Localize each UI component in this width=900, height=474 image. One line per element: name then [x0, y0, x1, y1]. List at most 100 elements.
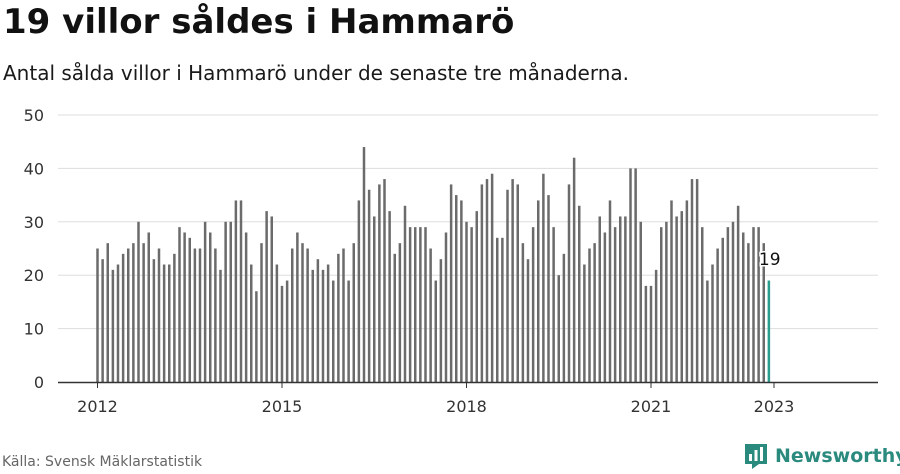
bar	[449, 184, 453, 382]
bar	[332, 280, 335, 382]
bar	[408, 227, 412, 382]
bar	[326, 264, 330, 382]
bar	[147, 232, 150, 382]
bar	[542, 173, 545, 382]
bar	[588, 248, 591, 382]
bar	[654, 269, 658, 382]
bar	[685, 200, 689, 382]
bar	[434, 280, 437, 382]
bar	[736, 205, 740, 382]
bar	[178, 227, 181, 382]
bar	[378, 184, 381, 382]
bar	[168, 264, 171, 382]
bar	[337, 253, 340, 382]
bar	[214, 248, 217, 382]
bar	[531, 227, 535, 382]
bar	[711, 264, 714, 382]
brand-logo: Newsworthy	[743, 441, 900, 471]
bar	[101, 259, 104, 382]
bar	[234, 200, 238, 382]
bar	[393, 253, 396, 382]
bar	[116, 264, 120, 382]
bar	[403, 205, 407, 382]
bar	[475, 211, 478, 382]
bar	[347, 280, 350, 382]
bar	[383, 179, 386, 382]
bar	[757, 227, 760, 382]
bar	[496, 237, 499, 382]
bar	[742, 232, 745, 382]
bar	[270, 216, 273, 382]
bar	[593, 243, 596, 382]
bar	[373, 216, 376, 382]
bar	[639, 221, 642, 382]
bar	[311, 269, 314, 382]
bar	[352, 243, 355, 382]
brand-name: Newsworthy	[775, 445, 900, 467]
bar	[111, 269, 115, 382]
bar	[275, 264, 279, 382]
bar	[398, 243, 402, 382]
newsworthy-logo-icon	[745, 444, 767, 469]
bar	[127, 248, 130, 382]
bar	[250, 264, 253, 382]
bar	[578, 205, 581, 382]
bar	[209, 232, 212, 382]
bar	[137, 221, 140, 382]
bar	[511, 179, 514, 382]
x-tick-label: 2021	[631, 397, 672, 416]
x-tick-label: 2023	[754, 397, 795, 416]
bar	[173, 253, 176, 382]
bar-chart: 0 10 20 30 40 50 2012 2015 2018 2021 2023 19	[24, 106, 878, 416]
bar	[470, 227, 473, 382]
bar	[665, 221, 668, 382]
bar	[721, 237, 724, 382]
bar	[480, 184, 484, 382]
bar	[306, 248, 309, 382]
x-tick-label: 2018	[446, 397, 487, 416]
y-tick-label: 20	[24, 266, 44, 285]
bar	[583, 264, 586, 382]
bar	[716, 248, 719, 382]
chart-subtitle: Antal sålda villor i Hammarö under de se…	[3, 61, 630, 85]
bar	[414, 227, 417, 382]
bar	[424, 227, 427, 382]
y-tick-label: 50	[24, 106, 44, 125]
bar	[183, 232, 186, 382]
bar	[485, 179, 489, 382]
bar	[613, 227, 617, 382]
bar	[649, 285, 653, 382]
bar	[557, 275, 560, 382]
source-note: Källa: Svensk Mäklarstatistik	[2, 454, 203, 470]
bar	[501, 237, 504, 382]
bar	[516, 184, 519, 382]
bar	[198, 248, 202, 382]
bar	[537, 200, 540, 382]
data-labels: 19	[757, 249, 782, 272]
y-tick-label: 0	[34, 373, 44, 392]
bar	[132, 243, 135, 382]
bar	[152, 259, 156, 382]
bar	[301, 243, 304, 382]
bar	[121, 253, 125, 382]
chart-title: 19 villor såldes i Hammarö	[3, 2, 515, 42]
bar	[629, 168, 632, 382]
bar	[291, 248, 294, 382]
bar	[296, 232, 299, 382]
bar-highlight	[767, 280, 771, 382]
bar	[526, 259, 530, 382]
bar	[157, 248, 161, 382]
bar	[521, 243, 525, 382]
bar	[193, 248, 197, 382]
bar	[608, 200, 612, 382]
bar	[357, 200, 361, 382]
bar	[285, 280, 289, 382]
bar	[388, 211, 391, 382]
bar	[552, 227, 555, 382]
bar	[624, 216, 627, 382]
bar	[465, 221, 468, 382]
x-axis: 2012 2015 2018 2021 2023	[58, 381, 878, 416]
bar	[603, 232, 607, 382]
bar	[224, 221, 227, 382]
bar	[188, 237, 191, 382]
